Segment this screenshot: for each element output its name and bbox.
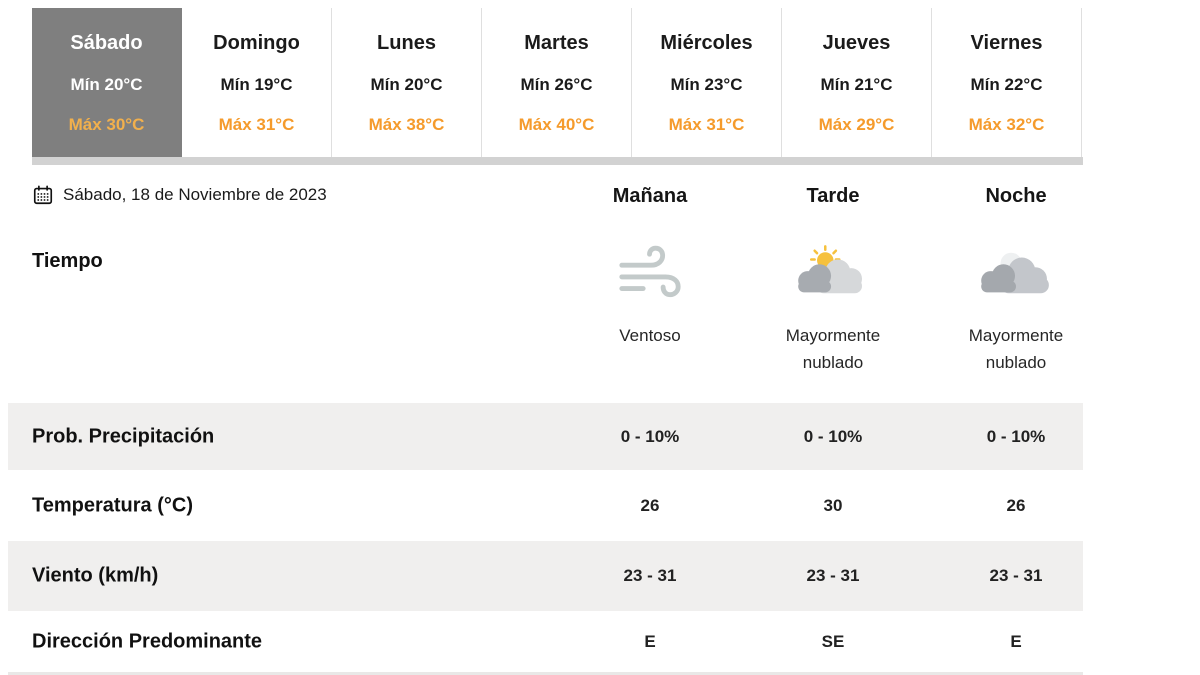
max-temp: Máx 31°C xyxy=(218,114,295,134)
min-temp: Mín 23°C xyxy=(670,74,743,94)
calendar-icon xyxy=(32,184,54,206)
day-label: Lunes xyxy=(377,31,436,54)
cell-value: 26 xyxy=(1006,495,1026,515)
day-label: Martes xyxy=(524,31,589,54)
min-temp: Mín 19°C xyxy=(220,74,293,94)
min-temp: Mín 20°C xyxy=(370,74,443,94)
cell-value: 0 - 10% xyxy=(986,426,1046,446)
day-tab-martes[interactable]: Martes Mín 26°C Máx 40°C xyxy=(482,8,632,157)
row-temperatura: Temperatura (°C) 26 30 26 xyxy=(8,470,1083,541)
row-label: Viento (km/h) xyxy=(32,564,159,587)
row-viento: Viento (km/h) 23 - 31 23 - 31 23 - 31 xyxy=(8,541,1083,611)
condition-text: Mayormente nublado xyxy=(785,326,881,372)
day-label: Miércoles xyxy=(660,31,753,54)
cell-value: E xyxy=(644,631,656,651)
period-header-noche: Noche xyxy=(985,185,1047,207)
condition-text: Ventoso xyxy=(619,326,681,345)
cell-value: 0 - 10% xyxy=(620,426,680,446)
row-label: Prob. Precipitación xyxy=(32,425,215,447)
row-label-tiempo: Tiempo xyxy=(32,250,103,272)
day-label: Viernes xyxy=(970,31,1043,54)
cell-value: 0 - 10% xyxy=(803,426,863,446)
date-label: Sábado, 18 de Noviembre de 2023 xyxy=(63,185,327,204)
day-label: Sábado xyxy=(70,31,143,54)
min-temp: Mín 22°C xyxy=(970,74,1043,94)
day-tab-strip: Sábado Mín 20°C Máx 30°C Domingo Mín 19°… xyxy=(32,8,1082,157)
day-tab-jueves[interactable]: Jueves Mín 21°C Máx 29°C xyxy=(782,8,932,157)
day-label: Jueves xyxy=(822,31,891,54)
max-temp: Máx 30°C xyxy=(68,114,145,134)
max-temp: Máx 31°C xyxy=(668,114,745,134)
cell-value: 23 - 31 xyxy=(989,566,1043,585)
period-header-manana: Mañana xyxy=(612,185,688,207)
cell-value: 30 xyxy=(823,495,843,515)
date-bar: Sábado, 18 de Noviembre de 2023 xyxy=(32,184,327,206)
sun-behind-cloud-icon xyxy=(792,244,874,307)
max-temp: Máx 32°C xyxy=(968,114,1045,134)
cutoff-next-row xyxy=(8,672,1083,675)
max-temp: Máx 38°C xyxy=(368,114,445,134)
row-label: Temperatura (°C) xyxy=(32,494,193,516)
condition-text: Mayormente nublado xyxy=(968,326,1064,372)
row-label: Dirección Predominante xyxy=(32,630,263,652)
day-label: Domingo xyxy=(213,31,300,54)
min-temp: Mín 26°C xyxy=(520,74,593,94)
max-temp: Máx 29°C xyxy=(818,114,895,134)
row-prob-precipitacion: Prob. Precipitación 0 - 10% 0 - 10% 0 - … xyxy=(8,403,1083,470)
cell-value: 23 - 31 xyxy=(623,566,677,585)
day-tab-lunes[interactable]: Lunes Mín 20°C Máx 38°C xyxy=(332,8,482,157)
min-temp: Mín 21°C xyxy=(820,74,893,94)
row-direccion-predominante: Dirección Predominante E SE E xyxy=(8,611,1083,672)
cell-value: SE xyxy=(821,631,845,651)
tab-strip-underline xyxy=(32,157,1083,165)
cloudy-night-icon xyxy=(975,244,1057,307)
cell-value: 26 xyxy=(640,495,660,515)
min-temp: Mín 20°C xyxy=(70,74,143,94)
day-tab-viernes[interactable]: Viernes Mín 22°C Máx 32°C xyxy=(932,8,1082,157)
cell-value: E xyxy=(1010,631,1022,651)
day-tab-miercoles[interactable]: Miércoles Mín 23°C Máx 31°C xyxy=(632,8,782,157)
day-tab-sabado[interactable]: Sábado Mín 20°C Máx 30°C xyxy=(32,8,182,157)
period-header-tarde: Tarde xyxy=(806,185,860,207)
wind-icon xyxy=(615,244,685,307)
cell-value: 23 - 31 xyxy=(806,566,860,585)
max-temp: Máx 40°C xyxy=(518,114,595,134)
day-tab-domingo[interactable]: Domingo Mín 19°C Máx 31°C xyxy=(182,8,332,157)
